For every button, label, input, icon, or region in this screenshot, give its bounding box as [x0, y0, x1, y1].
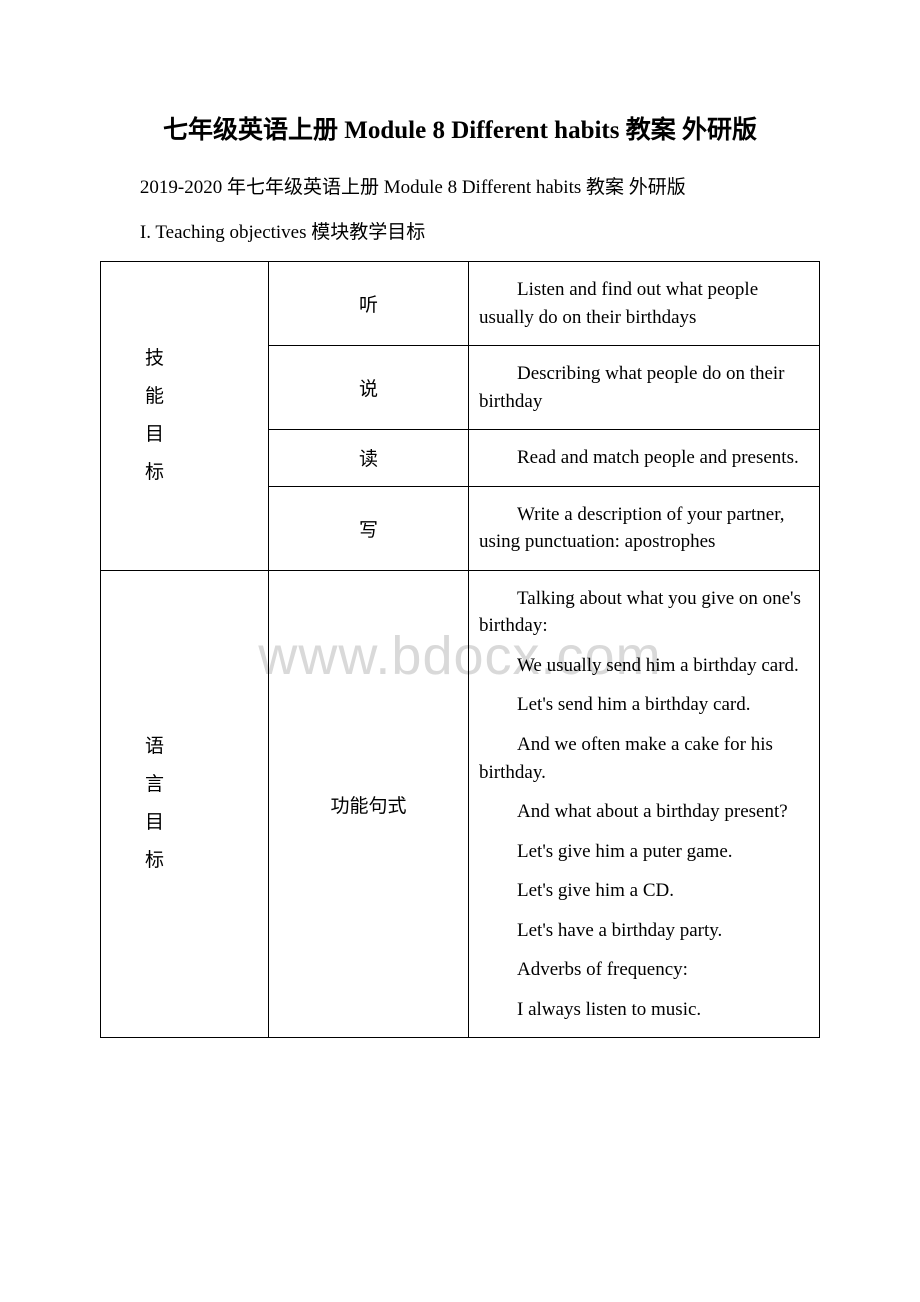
desc-text: Let's give him a CD. [479, 877, 809, 905]
skill-read-desc: Read and match people and presents. [469, 430, 820, 487]
table-row: 语 言 目 标 功能句式 Talking about what you give… [101, 570, 820, 1038]
desc-text: Adverbs of frequency: [479, 956, 809, 984]
page-title: 七年级英语上册 Module 8 Different habits 教案 外研版 [100, 110, 820, 146]
table-row: 技 能 目 标 听 Listen and find out what peopl… [101, 262, 820, 346]
desc-text: Let's have a birthday party. [479, 917, 809, 945]
desc-text: I always listen to music. [479, 996, 809, 1024]
label-char: 能 [145, 378, 254, 416]
group-label-language: 语 言 目 标 [101, 570, 269, 1038]
skill-speak: 说 [269, 346, 469, 430]
skill-read: 读 [269, 430, 469, 487]
desc-text: And what about a birthday present? [479, 798, 809, 826]
function-sentences-label: 功能句式 [269, 570, 469, 1038]
group-label-skills: 技 能 目 标 [101, 262, 269, 571]
label-char: 标 [145, 842, 254, 880]
desc-text: Read and match people and presents. [479, 444, 809, 472]
desc-text: Let's send him a birthday card. [479, 691, 809, 719]
function-sentences-desc: Talking about what you give on one's bir… [469, 570, 820, 1038]
intro-paragraph: 2019-2020 年七年级英语上册 Module 8 Different ha… [100, 174, 820, 203]
skill-write: 写 [269, 486, 469, 570]
desc-text: Listen and find out what people usually … [479, 276, 809, 331]
desc-text: Write a description of your partner, usi… [479, 501, 809, 556]
skill-listen: 听 [269, 262, 469, 346]
desc-text: Describing what people do on their birth… [479, 360, 809, 415]
label-char: 语 [145, 728, 254, 766]
label-char: 标 [145, 454, 254, 492]
label-char: 目 [145, 416, 254, 454]
objectives-table: 技 能 目 标 听 Listen and find out what peopl… [100, 261, 820, 1038]
section-heading: I. Teaching objectives 模块教学目标 [100, 219, 820, 248]
desc-text: Talking about what you give on one's bir… [479, 585, 809, 640]
label-char: 目 [145, 804, 254, 842]
desc-text: We usually send him a birthday card. [479, 652, 809, 680]
skill-listen-desc: Listen and find out what people usually … [469, 262, 820, 346]
label-char: 言 [145, 766, 254, 804]
page-container: 七年级英语上册 Module 8 Different habits 教案 外研版… [0, 0, 920, 1078]
desc-text: And we often make a cake for his birthda… [479, 731, 809, 786]
skill-write-desc: Write a description of your partner, usi… [469, 486, 820, 570]
skill-speak-desc: Describing what people do on their birth… [469, 346, 820, 430]
desc-text: Let's give him a puter game. [479, 838, 809, 866]
label-char: 技 [145, 340, 254, 378]
